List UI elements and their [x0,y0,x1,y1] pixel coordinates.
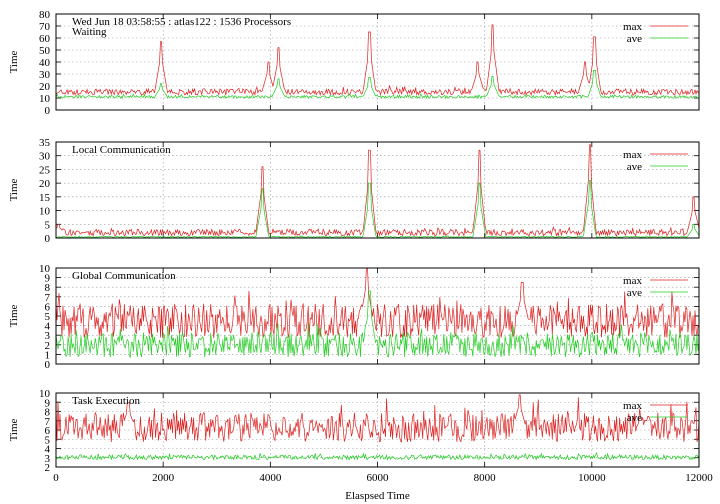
y-tick-label: 1 [45,349,51,361]
legend-label-ave: ave [627,412,642,424]
y-tick-label: 15 [39,192,51,204]
legend-label-ave: ave [627,161,642,173]
plot-frame [55,13,700,111]
y-tick-label: 30 [39,151,51,163]
y-tick-label: 3 [45,453,51,465]
legend-label-max: max [623,21,642,33]
y-tick-label: 4 [45,444,51,456]
y-tick-label: 5 [45,311,51,323]
y-axis-label: Time [8,304,20,327]
y-tick-label: 50 [39,45,51,57]
y-tick-label: 5 [45,434,51,446]
y-tick-label: 2 [45,340,51,352]
y-tick-label: 10 [39,93,51,105]
y-tick-label: 20 [39,81,51,93]
series-line-max [55,394,700,443]
panel-title: Task Execution [72,395,140,407]
legend-label-max: max [623,149,642,161]
x-axis-label: Elaspsed Time [345,490,410,502]
x-tick-label: 4000 [259,472,282,484]
series-line-max [55,24,700,97]
y-tick-label: 80 [39,9,51,21]
y-tick-label: 3 [45,330,51,342]
y-tick-label: 35 [39,137,51,149]
y-tick-label: 9 [45,273,51,285]
series-line-max [55,144,700,237]
y-tick-label: 0 [45,359,51,371]
legend-label-ave: ave [627,287,642,299]
y-tick-label: 70 [39,21,51,33]
legend-label-max: max [623,275,642,287]
panel-subtitle: Waiting [72,26,107,38]
series-line-ave [55,290,700,359]
y-tick-label: 7 [45,292,51,304]
y-tick-label: 6 [45,425,51,437]
x-tick-label: 0 [53,472,59,484]
x-tick-label: 6000 [367,472,390,484]
series-line-ave [55,70,700,100]
y-tick-label: 8 [45,407,51,419]
y-axis-label: Time [8,178,20,201]
series-line-ave [55,451,700,461]
plot-frame [55,267,700,365]
series-line-ave [56,180,700,238]
y-tick-label: 6 [45,301,51,313]
x-tick-label: 12000 [685,472,713,484]
y-tick-label: 10 [39,206,51,218]
panel-title: Wed Jun 18 03:58:55 : atlas122 : 1536 Pr… [72,16,291,28]
y-tick-label: 30 [39,69,51,81]
y-tick-label: 25 [39,164,51,176]
y-tick-label: 0 [45,233,51,245]
y-tick-label: 40 [39,57,51,69]
y-tick-label: 9 [45,397,51,409]
y-tick-label: 10 [39,388,51,400]
series-line-max [55,267,700,339]
y-tick-label: 4 [45,321,51,333]
panel-title: Global Communication [72,270,176,282]
y-tick-label: 2 [45,462,51,474]
plot-frame [55,392,700,468]
legend-label-max: max [623,400,642,412]
legend-label-ave: ave [627,33,642,45]
x-tick-label: 8000 [474,472,497,484]
y-tick-label: 20 [39,178,51,190]
y-tick-label: 0 [45,105,51,117]
y-tick-label: 8 [45,282,51,294]
panel-title: Local Communication [72,144,171,156]
y-tick-label: 7 [45,416,51,428]
y-tick-label: 10 [39,263,51,275]
plot-frame [55,141,700,239]
x-tick-label: 10000 [578,472,606,484]
y-axis-label: Time [8,418,20,441]
x-tick-label: 2000 [152,472,175,484]
y-tick-label: 60 [39,33,51,45]
y-axis-label: Time [8,50,20,73]
y-tick-label: 5 [45,219,51,231]
